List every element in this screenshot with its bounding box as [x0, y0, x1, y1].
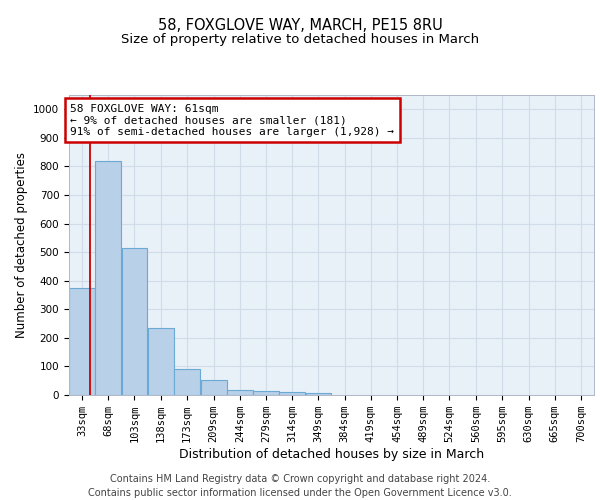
Bar — [253, 390, 279, 395]
Bar — [69, 288, 95, 395]
X-axis label: Distribution of detached houses by size in March: Distribution of detached houses by size … — [179, 448, 484, 461]
Bar — [95, 160, 121, 395]
Text: Size of property relative to detached houses in March: Size of property relative to detached ho… — [121, 32, 479, 46]
Text: 58 FOXGLOVE WAY: 61sqm
← 9% of detached houses are smaller (181)
91% of semi-det: 58 FOXGLOVE WAY: 61sqm ← 9% of detached … — [70, 104, 394, 137]
Bar — [174, 368, 200, 395]
Bar — [280, 392, 305, 395]
Bar — [305, 394, 331, 395]
Text: Contains HM Land Registry data © Crown copyright and database right 2024.
Contai: Contains HM Land Registry data © Crown c… — [88, 474, 512, 498]
Bar — [148, 328, 173, 395]
Y-axis label: Number of detached properties: Number of detached properties — [14, 152, 28, 338]
Text: 58, FOXGLOVE WAY, MARCH, PE15 8RU: 58, FOXGLOVE WAY, MARCH, PE15 8RU — [158, 18, 442, 32]
Bar — [227, 390, 253, 395]
Bar — [122, 248, 148, 395]
Bar — [201, 380, 227, 395]
